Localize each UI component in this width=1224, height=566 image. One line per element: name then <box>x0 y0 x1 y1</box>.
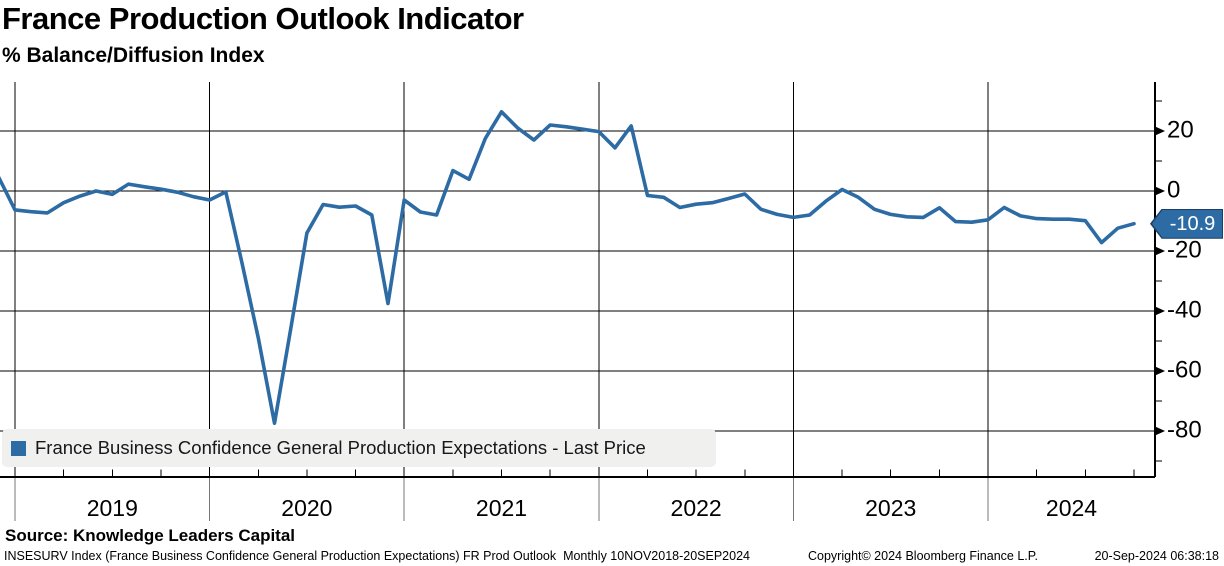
x-axis-label: 2022 <box>670 495 722 521</box>
footer-ticker-info: INSESURV Index (France Business Confiden… <box>4 549 750 563</box>
y-major-tick-arrow <box>1154 426 1165 436</box>
y-major-tick-arrow <box>1154 246 1165 256</box>
source-line: Source: Knowledge Leaders Capital <box>5 526 296 545</box>
last-price-value: -10.9 <box>1169 212 1216 235</box>
chart-title: France Production Outlook Indicator <box>2 1 524 36</box>
last-price-badge: -10.9 <box>1150 208 1223 239</box>
x-axis-label: 2021 <box>475 495 528 521</box>
footer: INSESURV Index (France Business Confiden… <box>0 549 1224 565</box>
footer-timestamp: 20-Sep-2024 06:38:18 <box>1094 549 1219 563</box>
x-axis-label: 2020 <box>281 495 333 521</box>
y-major-tick-arrow <box>1154 306 1165 316</box>
x-axis-label: 2024 <box>1045 495 1098 521</box>
y-axis-label: -20 <box>1167 236 1202 264</box>
data-line <box>0 110 1136 426</box>
y-axis-label: 20 <box>1167 116 1194 144</box>
y-major-tick-arrow <box>1154 366 1165 376</box>
legend: France Business Confidence General Produ… <box>2 429 716 467</box>
footer-copyright: Copyright© 2024 Bloomberg Finance L.P. <box>808 549 1038 563</box>
legend-swatch-icon <box>11 440 26 456</box>
y-axis-label: -80 <box>1167 416 1202 444</box>
y-axis-label: -60 <box>1167 356 1202 384</box>
x-axis-label: 2019 <box>86 495 138 521</box>
y-major-tick-arrow <box>1154 186 1165 196</box>
y-axis-label: -40 <box>1167 296 1202 324</box>
y-axis-label: 0 <box>1167 176 1181 204</box>
y-major-tick-arrow <box>1154 126 1165 136</box>
last-price-badge-fill <box>1152 209 1222 238</box>
x-axis-label: 2023 <box>865 495 917 521</box>
legend-label: France Business Confidence General Produ… <box>35 437 646 458</box>
chart-subtitle: % Balance/Diffusion Index <box>2 44 265 67</box>
